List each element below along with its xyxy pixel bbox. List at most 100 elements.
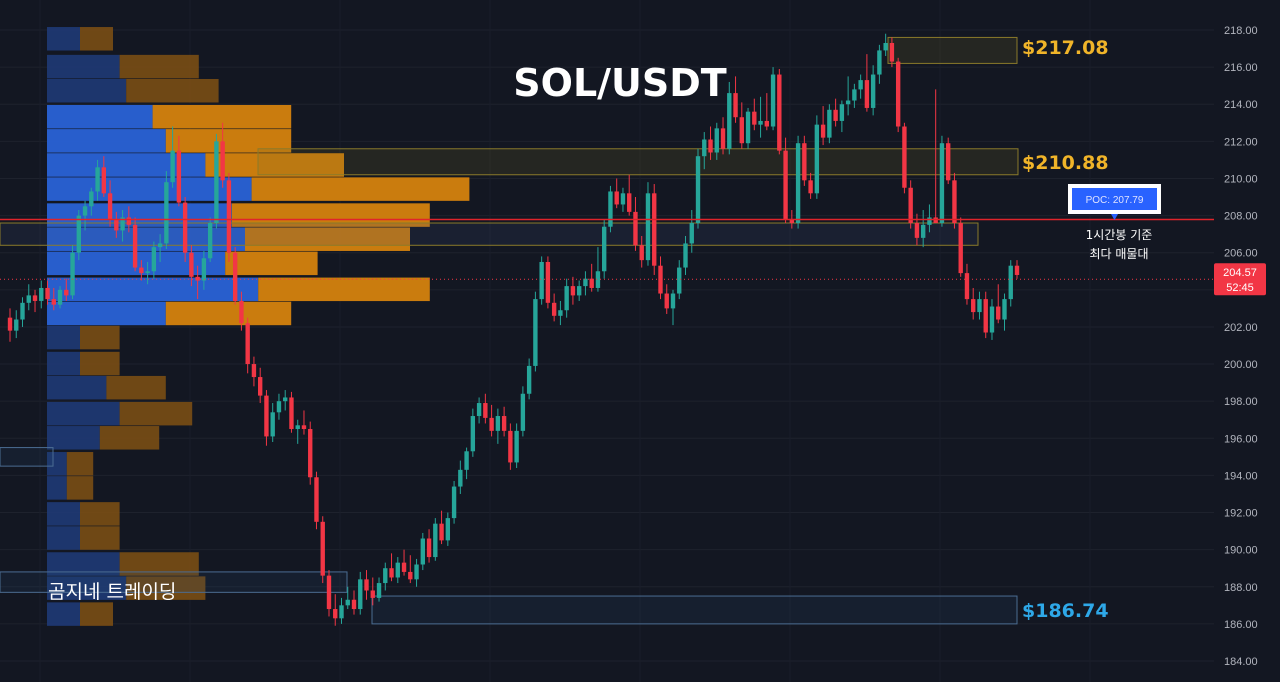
volume-profile-buy-bar bbox=[47, 476, 67, 500]
candle-body bbox=[589, 278, 594, 288]
candle-body bbox=[339, 605, 344, 619]
candle-body bbox=[201, 258, 207, 281]
candle-body bbox=[1002, 299, 1007, 320]
volume-profile-sell-bar bbox=[66, 476, 94, 500]
volume-profile-buy-bar bbox=[47, 177, 252, 201]
candle-body bbox=[57, 289, 63, 305]
price-zone-minor bbox=[0, 571, 348, 593]
candle-body bbox=[376, 583, 382, 598]
volume-profile-sell-bar bbox=[251, 177, 470, 201]
candle-body bbox=[714, 128, 719, 153]
volume-profile-sell-bar bbox=[165, 301, 292, 326]
volume-profile-sell-bar bbox=[80, 27, 113, 51]
y-tick-label: 206.00 bbox=[1224, 248, 1258, 260]
candle-body bbox=[914, 223, 920, 238]
candle-body bbox=[877, 50, 882, 75]
candle-body bbox=[151, 247, 157, 272]
candle-body bbox=[708, 139, 713, 153]
candle-body bbox=[345, 599, 350, 606]
candle-body bbox=[752, 111, 757, 125]
candle-body bbox=[189, 252, 194, 277]
candle-body bbox=[395, 562, 400, 578]
candle-body bbox=[351, 599, 357, 610]
candle-body bbox=[126, 217, 132, 225]
candle-body bbox=[7, 317, 13, 331]
candle-body bbox=[733, 93, 738, 118]
volume-profile-buy-bar bbox=[47, 602, 80, 626]
volume-profile-buy-bar bbox=[47, 78, 127, 103]
price-axis[interactable]: 218.00 216.00 214.00 212.00 210.00 208.00 206.… bbox=[1224, 25, 1258, 668]
candle-body bbox=[401, 562, 407, 572]
volume-profile-sell-bar bbox=[119, 54, 199, 79]
price-zone-resistance bbox=[887, 36, 1018, 64]
volume-profile-buy-bar bbox=[47, 325, 80, 350]
candle-body bbox=[858, 80, 863, 90]
candle-body bbox=[902, 126, 907, 188]
candle-body bbox=[51, 299, 56, 305]
candle-body bbox=[683, 243, 688, 268]
candle-body bbox=[107, 193, 113, 220]
candle-body bbox=[608, 191, 613, 227]
candle-body bbox=[164, 182, 169, 244]
volume-profile-buy-bar bbox=[47, 576, 127, 600]
candle-body bbox=[983, 299, 988, 333]
volume-profile-sell-bar bbox=[165, 129, 292, 153]
candle-body bbox=[820, 124, 826, 138]
candle-body bbox=[620, 193, 626, 205]
candle-body bbox=[533, 299, 538, 366]
candle-body bbox=[789, 219, 795, 224]
candle-body bbox=[664, 293, 669, 309]
candle-body bbox=[764, 120, 770, 127]
candle-body bbox=[652, 193, 657, 266]
candle-body bbox=[852, 89, 857, 101]
volume-profile-buy-bar bbox=[47, 104, 153, 129]
candle-body bbox=[689, 223, 694, 244]
candle-body bbox=[364, 579, 369, 591]
poc-label-pointer bbox=[1111, 214, 1118, 220]
candle-body bbox=[220, 141, 225, 181]
candle-body bbox=[14, 319, 19, 331]
candle-body bbox=[883, 42, 888, 51]
candle-body bbox=[326, 575, 332, 610]
candle-body bbox=[276, 401, 282, 413]
candle-body bbox=[520, 393, 526, 431]
volume-profile-sell-bar bbox=[80, 351, 120, 376]
candle-body bbox=[176, 150, 182, 203]
candle-body bbox=[314, 477, 319, 522]
candle-body bbox=[82, 206, 88, 216]
candle-body bbox=[420, 538, 425, 565]
price-zone-support bbox=[371, 595, 1018, 625]
candle-body bbox=[677, 267, 682, 294]
poc-line bbox=[0, 218, 1214, 280]
candle-body bbox=[526, 365, 532, 394]
volume-profile-sell-bar bbox=[205, 153, 344, 177]
y-tick-label: 196.00 bbox=[1224, 433, 1258, 445]
candle-body bbox=[45, 287, 50, 300]
volume-profile-buy-bar bbox=[47, 54, 120, 79]
candle-countdown: 52:45 bbox=[1226, 282, 1254, 294]
candle-body bbox=[946, 143, 951, 181]
candle-body bbox=[295, 425, 300, 430]
candle-body bbox=[908, 187, 913, 224]
candle-body bbox=[939, 143, 945, 224]
candle-body bbox=[95, 167, 100, 192]
y-tick-label: 208.00 bbox=[1224, 211, 1258, 223]
candles bbox=[7, 33, 1020, 626]
candle-body bbox=[308, 429, 313, 478]
candle-body bbox=[114, 219, 119, 231]
candle-body bbox=[495, 416, 501, 431]
candle-body bbox=[576, 286, 582, 296]
candle-body bbox=[445, 518, 451, 541]
volume-profile-sell-bar bbox=[152, 104, 292, 129]
candle-body bbox=[770, 74, 776, 127]
price-zone-poc bbox=[0, 222, 979, 246]
candle-body bbox=[927, 217, 932, 225]
candle-body bbox=[720, 128, 726, 149]
volume-profile-sell-bar bbox=[119, 401, 193, 426]
y-tick-label: 186.00 bbox=[1224, 619, 1258, 631]
candle-body bbox=[889, 42, 895, 62]
volume-profile bbox=[47, 27, 470, 626]
volume-profile-sell-bar bbox=[80, 602, 113, 626]
candle-body bbox=[483, 403, 488, 418]
